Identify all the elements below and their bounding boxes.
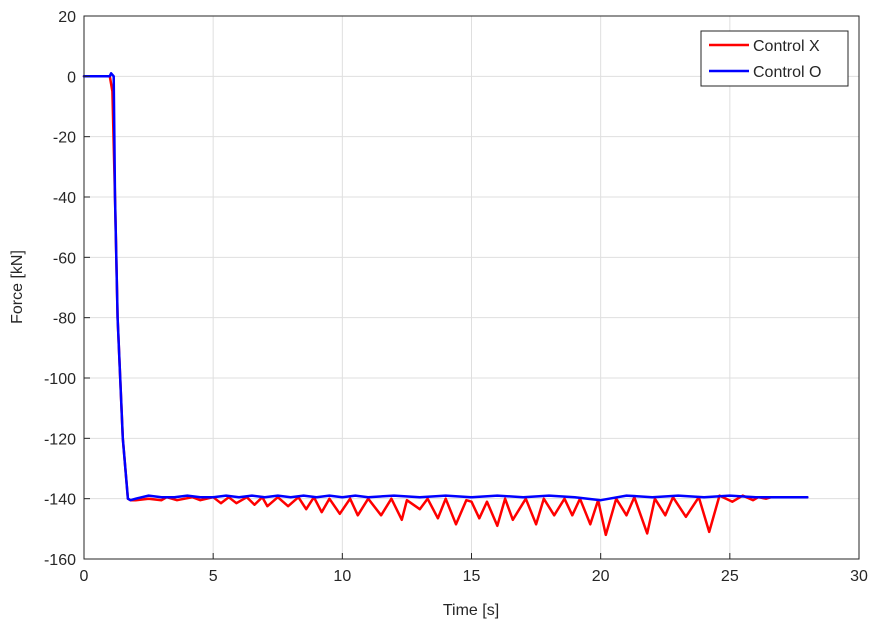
x-tick-label: 20 — [592, 568, 610, 585]
y-tick-label: -80 — [53, 311, 76, 328]
x-tick-label: 25 — [721, 568, 739, 585]
y-tick-label: -20 — [53, 130, 76, 147]
x-tick-label: 0 — [80, 568, 89, 585]
legend-box — [700, 30, 849, 87]
y-tick-label: 20 — [58, 9, 76, 26]
legend-label-control-o: Control O — [753, 64, 821, 81]
y-tick-label: 0 — [67, 69, 76, 86]
series-layer — [82, 72, 809, 537]
x-tick-label: 5 — [209, 568, 218, 585]
x-tick-label: 10 — [333, 568, 351, 585]
series-line-control-o — [82, 72, 809, 502]
x-tick-label: 15 — [463, 568, 481, 585]
legend: Control X Control O — [700, 30, 849, 87]
x-axis-label: Time [s] — [443, 602, 499, 619]
legend-label-control-x: Control X — [753, 38, 820, 55]
y-tick-label: -60 — [53, 250, 76, 267]
axis-ticks: 0 5 10 15 20 25 30 -160 -140 -120 -100 -80 -60 -40 -20… — [44, 9, 868, 585]
y-axis-label: Force [kN] — [9, 250, 26, 324]
y-tick-label: -120 — [44, 431, 76, 448]
x-tick-label: 30 — [850, 568, 868, 585]
y-tick-label: -160 — [44, 552, 76, 569]
y-tick-label: -100 — [44, 371, 76, 388]
y-tick-label: -140 — [44, 492, 76, 509]
y-tick-label: -40 — [53, 190, 76, 207]
